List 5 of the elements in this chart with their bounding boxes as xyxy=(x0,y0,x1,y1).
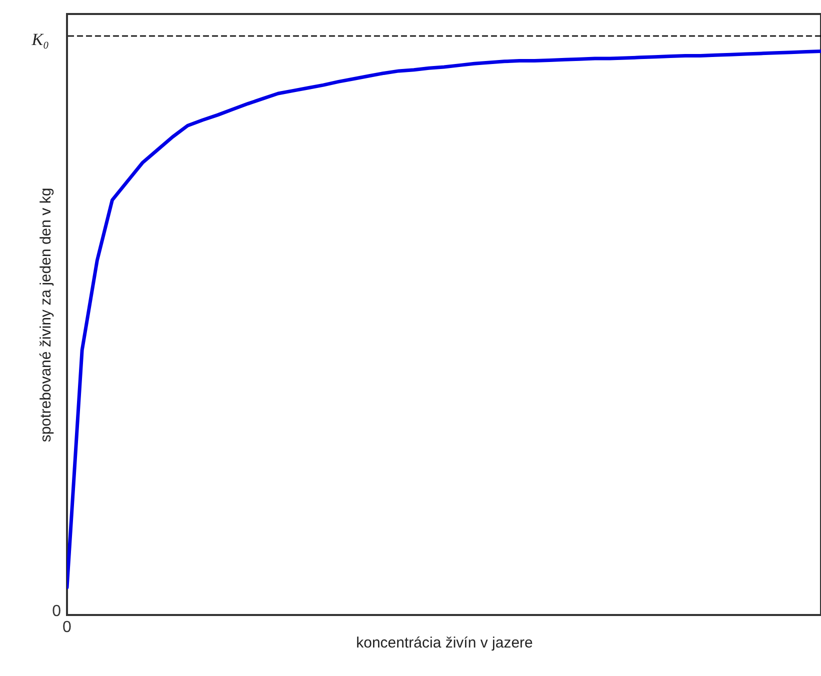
ref-line-label: K₀ xyxy=(30,30,50,49)
text: 0 xyxy=(52,603,62,620)
x-axis-title: koncentrácia živín v jazere xyxy=(356,634,533,652)
y-axis-title: spotrebované živiny za jeden den v kg xyxy=(38,188,54,442)
text: 0 xyxy=(62,619,72,636)
